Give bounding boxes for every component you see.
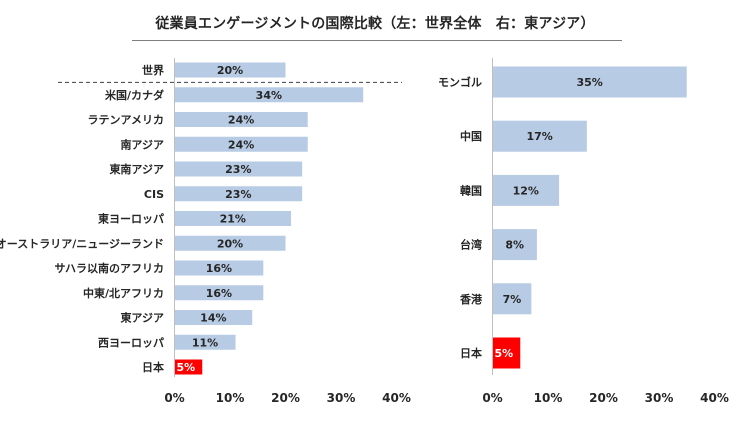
bar-12 xyxy=(175,359,203,375)
category-label-5: 日本 xyxy=(460,346,482,360)
value-label-3: 24% xyxy=(228,138,254,151)
x-tick-label-4: 40% xyxy=(382,391,411,405)
title-underline xyxy=(132,40,622,41)
bar-10 xyxy=(175,310,253,325)
value-label-3: 8% xyxy=(505,239,524,252)
bar-1 xyxy=(493,120,587,152)
value-label-7: 20% xyxy=(217,237,243,250)
bar-0 xyxy=(493,66,687,98)
x-tick-label-3: 30% xyxy=(645,391,674,405)
value-label-4: 23% xyxy=(225,163,251,176)
value-label-11: 11% xyxy=(192,336,218,349)
bar-11 xyxy=(175,334,236,350)
category-label-9: 中東/北アフリカ xyxy=(83,286,164,300)
bar-2 xyxy=(493,174,560,206)
value-label-4: 7% xyxy=(503,293,522,306)
category-label-5: CIS xyxy=(144,188,164,201)
bar-6 xyxy=(175,211,292,226)
bar-2 xyxy=(175,112,308,127)
value-label-0: 35% xyxy=(576,76,602,89)
x-tick-label-4: 40% xyxy=(700,391,729,405)
value-label-2: 12% xyxy=(513,184,539,197)
bar-0 xyxy=(175,62,286,78)
x-tick-label-2: 20% xyxy=(271,391,300,405)
category-label-11: 西ヨーロッパ xyxy=(98,336,164,349)
bar-1 xyxy=(175,87,364,103)
category-label-1: 中国 xyxy=(460,129,482,143)
x-tick-label-2: 20% xyxy=(589,391,618,405)
world-engagement-bar-chart: 世界 20% 米国/カナダ 34% ラテンアメリカ 24% 南アジア 24% 東南アジア 23% C… xyxy=(0,58,411,405)
x-tick-label-0: 0% xyxy=(482,391,502,405)
value-label-6: 21% xyxy=(220,213,246,226)
value-label-9: 16% xyxy=(206,287,232,300)
category-label-2: 韓国 xyxy=(460,183,482,197)
bar-3 xyxy=(175,136,308,152)
value-label-5: 5% xyxy=(495,347,514,360)
bar-5 xyxy=(493,337,521,369)
value-label-10: 14% xyxy=(200,312,226,325)
category-label-8: サハラ以南のアフリカ xyxy=(54,261,164,275)
bar-4 xyxy=(493,283,532,315)
value-label-12: 5% xyxy=(177,361,196,374)
bar-9 xyxy=(175,285,264,301)
category-label-0: 世界 xyxy=(142,63,164,77)
x-tick-label-1: 10% xyxy=(534,391,563,405)
category-label-3: 南アジア xyxy=(120,137,164,151)
bar-7 xyxy=(175,235,286,251)
category-label-7: オーストラリア/ニュージーランド xyxy=(0,237,164,250)
value-label-5: 23% xyxy=(225,188,251,201)
category-label-4: 香港 xyxy=(459,292,483,306)
value-label-1: 17% xyxy=(527,130,553,143)
category-label-10: 東アジア xyxy=(120,311,164,325)
bar-5 xyxy=(175,186,303,202)
bar-8 xyxy=(175,260,264,276)
bar-4 xyxy=(175,161,303,177)
value-label-1: 34% xyxy=(256,89,282,102)
category-label-2: ラテンアメリカ xyxy=(88,114,164,127)
category-label-3: 台湾 xyxy=(460,238,482,252)
value-label-2: 24% xyxy=(228,114,254,127)
value-label-0: 20% xyxy=(217,64,243,77)
category-label-6: 東ヨーロッパ xyxy=(98,212,164,226)
x-tick-label-1: 10% xyxy=(216,391,245,405)
x-tick-label-3: 30% xyxy=(327,391,356,405)
east-asia-engagement-bar-chart: モンゴル 35% 中国 17% 韓国 12% 台湾 8% 香港 7% 日本 5% 0% 10% 20% 30%… xyxy=(438,58,729,405)
category-label-1: 米国/カナダ xyxy=(104,88,164,102)
chart-title: 従業員エンゲージメントの国際比較（左：世界全体 右：東アジア） xyxy=(155,16,595,32)
value-label-8: 16% xyxy=(206,262,232,275)
bar-3 xyxy=(493,229,537,261)
category-label-4: 東南アジア xyxy=(109,162,164,176)
category-label-12: 日本 xyxy=(142,360,164,374)
category-label-0: モンゴル xyxy=(438,75,482,89)
x-tick-label-0: 0% xyxy=(164,391,184,405)
